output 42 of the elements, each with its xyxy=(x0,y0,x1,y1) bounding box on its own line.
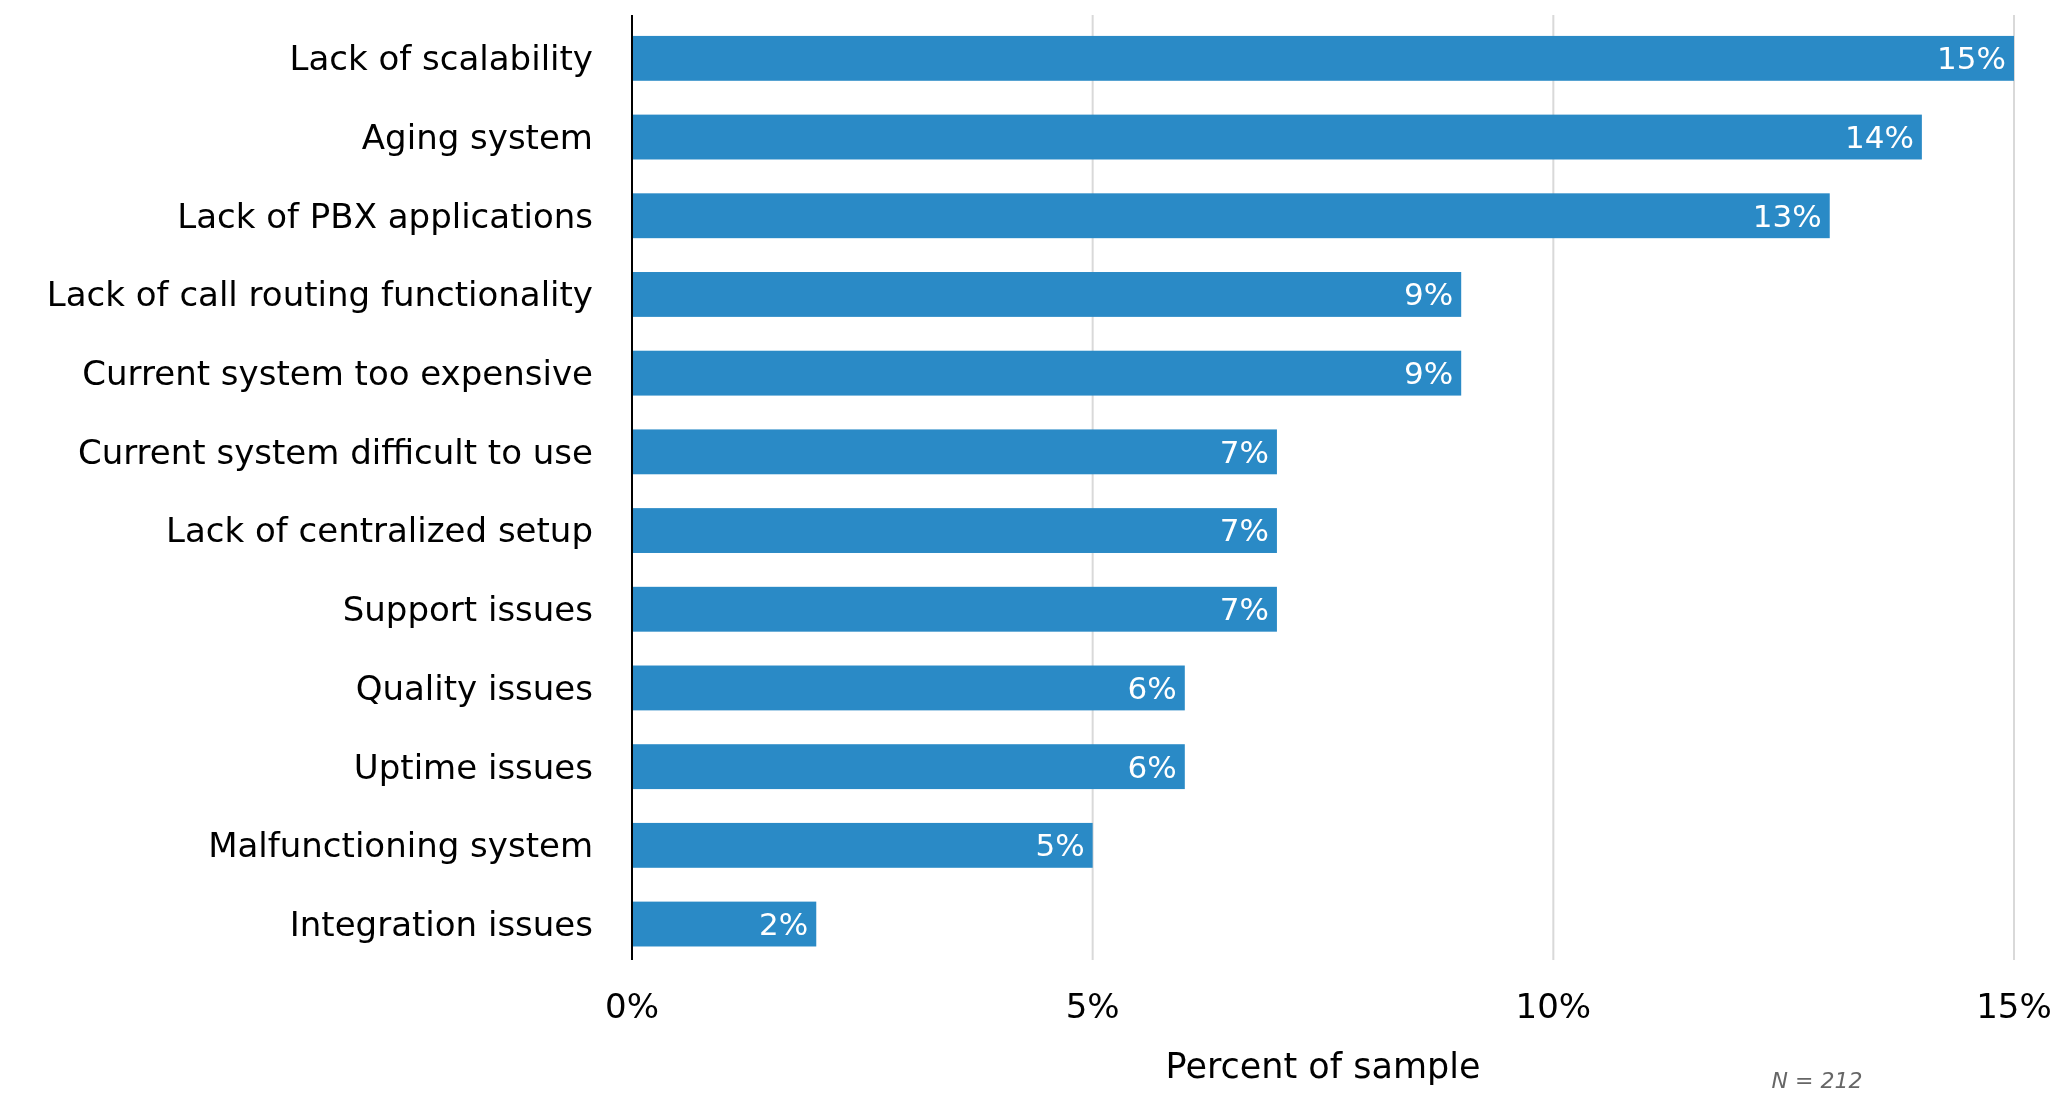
data-label: 15% xyxy=(1937,40,2006,77)
y-tick-label: Lack of PBX applications xyxy=(177,195,593,236)
data-label: 7% xyxy=(1219,433,1269,470)
bar xyxy=(632,822,1093,868)
data-label: 14% xyxy=(1844,118,1914,155)
data-label: 7% xyxy=(1219,591,1269,628)
bar xyxy=(632,665,1185,711)
bar xyxy=(632,429,1277,475)
y-tick-label: Lack of call routing functionality xyxy=(46,274,593,315)
x-tick-label: 0% xyxy=(605,986,659,1026)
y-tick-label: Uptime issues xyxy=(353,746,593,787)
x-axis-title: Percent of sample xyxy=(1165,1046,1481,1086)
data-label: 13% xyxy=(1752,197,1822,234)
x-tick-label: 10% xyxy=(1515,986,1592,1026)
bar xyxy=(632,901,817,947)
x-tick-label: 5% xyxy=(1065,986,1120,1026)
x-tick-label: 15% xyxy=(1976,986,2052,1026)
y-tick-label: Lack of centralized setup xyxy=(166,510,593,551)
y-tick-label: Quality issues xyxy=(355,667,593,708)
bar xyxy=(632,114,1922,160)
data-label: 9% xyxy=(1404,355,1454,391)
bar xyxy=(632,272,1462,317)
data-label: 5% xyxy=(1035,827,1085,864)
bar xyxy=(632,508,1277,553)
data-label: 2% xyxy=(759,905,809,942)
data-label: 9% xyxy=(1404,276,1454,313)
data-label: 6% xyxy=(1127,669,1177,706)
bar xyxy=(632,193,1830,239)
y-tick-label: Current system too expensive xyxy=(82,353,593,394)
y-tick-label: Lack of scalability xyxy=(289,38,593,79)
bar xyxy=(632,35,2014,81)
y-tick-label: Support issues xyxy=(342,589,593,630)
bar xyxy=(632,744,1185,790)
y-tick-label: Current system difficult to use xyxy=(77,431,593,472)
y-tick-label: Malfunctioning system xyxy=(208,825,593,866)
bar xyxy=(632,350,1462,396)
y-tick-label: Integration issues xyxy=(289,903,593,944)
y-tick-label: Aging system xyxy=(361,116,593,157)
text: N = 212 xyxy=(1771,1068,1863,1093)
data-label: 6% xyxy=(1127,748,1177,785)
data-label: 7% xyxy=(1219,512,1269,549)
bar xyxy=(632,586,1277,632)
